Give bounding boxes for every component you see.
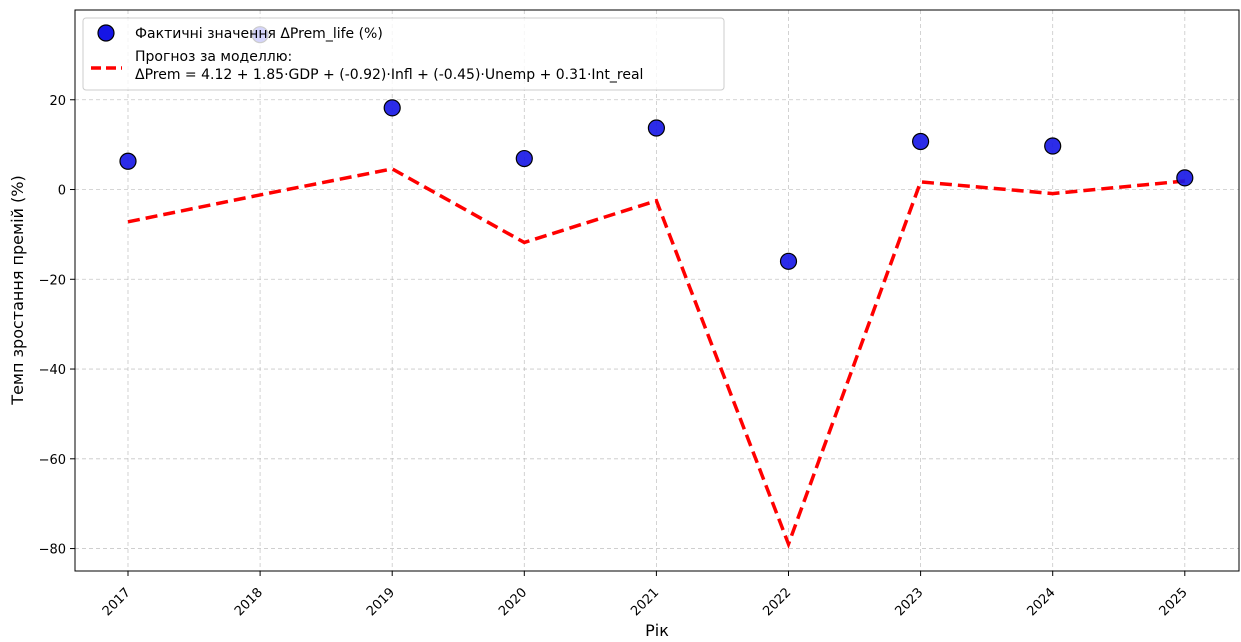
forecast-series xyxy=(127,167,1185,550)
y-tick-label: −60 xyxy=(39,453,66,468)
x-tick-label: 2018 xyxy=(232,585,266,619)
x-tick-label: 2019 xyxy=(364,585,398,619)
legend-box xyxy=(82,17,725,91)
y-tick-label: 0 xyxy=(58,184,66,199)
x-tick-label: 2023 xyxy=(892,585,926,619)
actual-point xyxy=(1044,137,1062,155)
actual-point xyxy=(647,119,666,137)
x-tick-label: 2024 xyxy=(1025,585,1059,619)
y-tick-label: 20 xyxy=(49,94,66,109)
actual-point xyxy=(515,149,533,168)
legend-label-forecast-line2: ΔPrem = 4.12 + 1.85·GDP + (-0.92)·Infl +… xyxy=(135,67,643,83)
plot-frame xyxy=(74,9,1240,572)
actual-point xyxy=(119,152,137,170)
y-axis-label: Темп зростання премій (%) xyxy=(8,175,27,405)
legend-label-actual: Фактичні значення ΔPrem_life (%) xyxy=(135,26,383,42)
y-tick-label: −20 xyxy=(39,273,66,288)
x-tick-label: 2021 xyxy=(628,585,662,619)
x-tick-label: 2025 xyxy=(1157,585,1191,619)
actual-point xyxy=(1176,169,1194,187)
legend: Фактичні значення ΔPrem_life (%) Прогноз… xyxy=(82,17,725,91)
x-axis: 2017 2018 2019 2020 2021 2022 2023 2024 2025 xyxy=(100,571,1191,619)
plot-background xyxy=(75,10,1239,571)
actual-point xyxy=(383,99,401,117)
grid xyxy=(75,10,1239,571)
x-axis-label: Рік xyxy=(645,621,669,640)
actual-point xyxy=(779,252,798,270)
y-axis: 20 0 −20 −40 −60 −80 xyxy=(39,94,75,558)
x-tick-label: 2022 xyxy=(760,585,794,619)
legend-label-forecast-line1: Прогноз за моделлю: xyxy=(135,49,292,65)
y-tick-label: −40 xyxy=(39,363,66,378)
x-tick-label: 2020 xyxy=(496,585,530,619)
x-tick-label: 2017 xyxy=(100,585,134,619)
legend-marker-actual xyxy=(97,24,115,42)
forecast-line xyxy=(127,167,1185,550)
actual-point xyxy=(911,132,930,151)
y-tick-label: −80 xyxy=(39,543,66,558)
